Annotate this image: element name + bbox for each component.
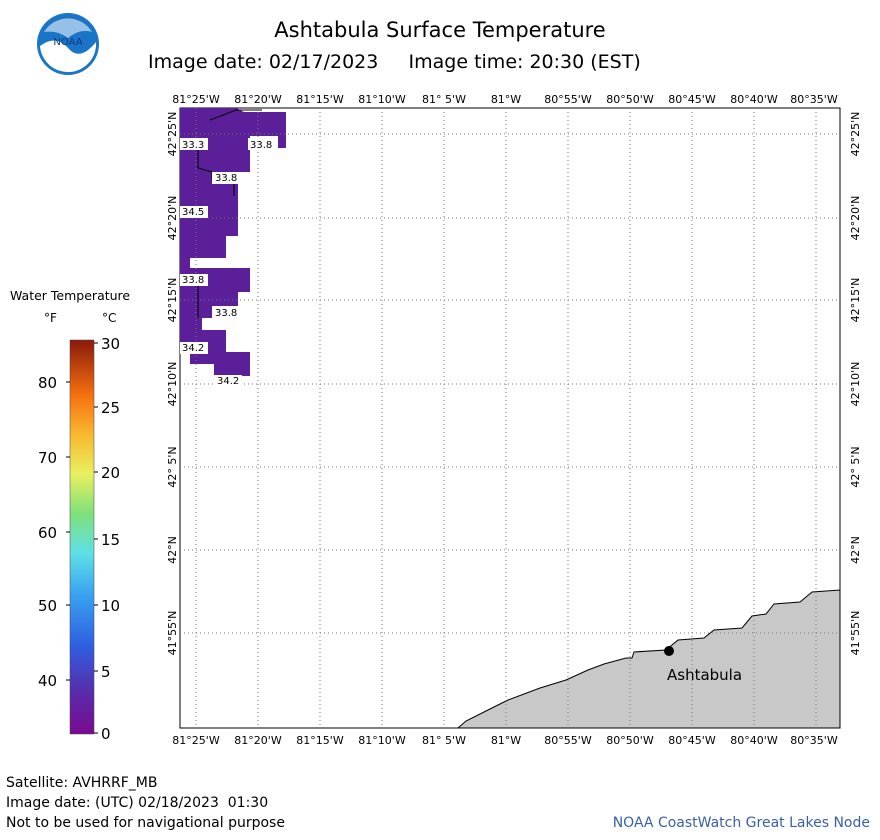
lat-label: 42° 5'N (849, 446, 862, 487)
legend-unit-c: °C (102, 311, 117, 325)
lat-label: 42°15'N (166, 278, 179, 323)
credit-link[interactable]: NOAA CoastWatch Great Lakes Node (612, 815, 870, 831)
temp-label: 34.2 (182, 343, 204, 354)
latitude-labels-right: 42°25'N 42°20'N 42°15'N 42°10'N 42° 5'N … (849, 112, 862, 656)
lon-label: 81° 5'W (422, 93, 466, 106)
legend-f-labels: 80 70 60 50 40 (38, 374, 57, 690)
temp-label: 33.8 (250, 140, 272, 151)
lon-label: 80°40'W (730, 734, 778, 747)
legend-c-labels: 30 25 20 15 10 5 0 (101, 335, 120, 743)
lat-label: 42°10'N (166, 362, 179, 407)
legend-c-tick: 0 (101, 725, 111, 743)
lon-label: 80°50'W (606, 93, 654, 106)
lon-label: 81° 5'W (422, 734, 466, 747)
legend-c-tick: 30 (101, 335, 120, 353)
legend-f-tick: 50 (38, 597, 57, 615)
lat-label: 42°10'N (849, 362, 862, 407)
legend-c-tick: 5 (101, 663, 111, 681)
satellite-info: Satellite: AVHRRF_MB (6, 775, 158, 791)
longitude-labels-bottom: 81°25'W 81°20'W 81°15'W 81°10'W 81° 5'W … (172, 734, 838, 747)
lon-label: 81°25'W (172, 93, 220, 106)
temp-label: 33.8 (215, 173, 237, 184)
lon-label: 80°45'W (668, 734, 716, 747)
temp-label: 33.8 (215, 308, 237, 319)
lon-label: 81°W (491, 93, 521, 106)
legend-f-tick: 80 (38, 374, 57, 392)
color-scale-bar (69, 339, 95, 735)
page-title: Ashtabula Surface Temperature (274, 18, 606, 42)
lon-label: 81°W (491, 734, 521, 747)
lat-label: 42°25'N (166, 112, 179, 157)
lon-label: 80°35'W (790, 93, 838, 106)
image-date-time: Image date: 02/17/2023 Image time: 20:30… (148, 51, 641, 73)
lat-label: 41°55'N (166, 611, 179, 656)
lon-label: 81°10'W (358, 93, 406, 106)
map-frame (179, 107, 841, 729)
lon-label: 80°55'W (544, 93, 592, 106)
lat-label: 42°15'N (849, 278, 862, 323)
latitude-labels-left: 42°25'N 42°20'N 42°15'N 42°10'N 42° 5'N … (166, 112, 179, 656)
lat-label: 42° 5'N (166, 446, 179, 487)
lon-label: 81°10'W (358, 734, 406, 747)
lon-label: 81°15'W (296, 734, 344, 747)
legend-unit-f: °F (44, 311, 57, 325)
water-cell-block (226, 184, 238, 236)
lat-label: 42°20'N (166, 196, 179, 241)
lon-label: 80°35'W (790, 734, 838, 747)
noaa-logo-text: NOAA (53, 37, 82, 48)
longitude-labels-top: 81°25'W 81°20'W 81°15'W 81°10'W 81° 5'W … (172, 93, 838, 106)
water-temperature-cells (180, 108, 286, 376)
legend-c-tick: 10 (101, 597, 120, 615)
lon-label: 80°55'W (544, 734, 592, 747)
temp-label: 34.5 (182, 207, 204, 218)
legend-ticks (66, 342, 98, 734)
legend-c-tick: 15 (101, 531, 120, 549)
legend-f-tick: 40 (38, 672, 57, 690)
lat-label: 42°25'N (849, 112, 862, 157)
legend-f-tick: 70 (38, 449, 57, 467)
water-cell-block (180, 108, 286, 376)
temp-label: 33.3 (182, 140, 204, 151)
lat-label: 42°N (849, 536, 862, 564)
lon-label: 80°40'W (730, 93, 778, 106)
temperature-labels: 33.3 33.8 33.8 34.5 33.8 33.8 34.2 34.2 (180, 138, 276, 387)
utc-image-date: Image date: (UTC) 02/18/2023 01:30 (6, 795, 269, 811)
legend-title: Water Temperature (10, 288, 131, 303)
temp-label: 34.2 (217, 376, 239, 387)
lon-label: 81°15'W (296, 93, 344, 106)
legend-c-tick: 25 (101, 399, 120, 417)
graticule (180, 108, 840, 728)
lon-label: 80°50'W (606, 734, 654, 747)
legend-f-tick: 60 (38, 524, 57, 542)
noaa-logo: NOAA (37, 13, 99, 75)
lat-label: 42°N (166, 536, 179, 564)
legend-c-tick: 20 (101, 464, 120, 482)
city-marker (664, 646, 674, 656)
lon-label: 80°45'W (668, 93, 716, 106)
lat-label: 42°20'N (849, 196, 862, 241)
lon-label: 81°20'W (234, 734, 282, 747)
lon-label: 81°25'W (172, 734, 220, 747)
temp-label: 33.8 (182, 275, 204, 286)
disclaimer: Not to be used for navigational purpose (6, 815, 285, 831)
lon-label: 81°20'W (234, 93, 282, 106)
city-label: Ashtabula (667, 666, 742, 684)
lat-label: 41°55'N (849, 611, 862, 656)
